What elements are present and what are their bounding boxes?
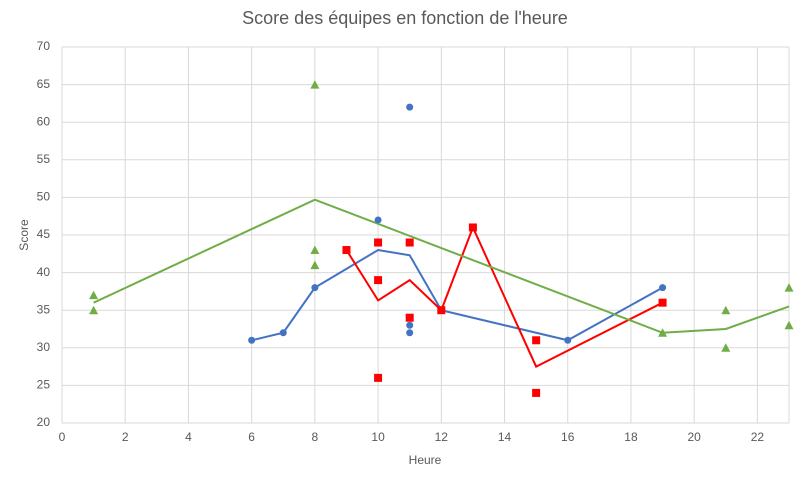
chart-title: Score des équipes en fonction de l'heure (242, 8, 568, 28)
point (279, 329, 287, 337)
point (374, 238, 383, 247)
point (658, 328, 668, 337)
point (784, 320, 794, 330)
y-tick-label: 25 (37, 378, 51, 392)
y-tick-label: 45 (37, 227, 51, 241)
x-axis-label: Heure (409, 453, 442, 467)
point (342, 246, 351, 255)
x-tick-label: 8 (312, 430, 319, 444)
x-tick-label: 14 (498, 430, 512, 444)
trend-line (251, 248, 664, 342)
point (721, 305, 731, 315)
point (406, 321, 414, 329)
x-tick-label: 22 (751, 430, 765, 444)
y-tick-label: 60 (37, 114, 51, 128)
point (248, 336, 256, 344)
x-tick-label: 6 (248, 430, 255, 444)
point (310, 245, 320, 255)
point (659, 284, 667, 292)
point (310, 80, 320, 89)
y-axis-label: Score (17, 219, 31, 251)
point (311, 284, 319, 292)
point (310, 260, 320, 270)
point (374, 216, 382, 224)
x-tick-label: 10 (371, 430, 385, 444)
y-tick-label: 50 (37, 190, 51, 204)
y-tick-label: 70 (37, 39, 51, 53)
x-tick-label: 2 (122, 430, 129, 444)
point (374, 373, 383, 382)
y-tick-label: 35 (37, 302, 51, 316)
point (89, 305, 99, 315)
y-tick-label: 65 (37, 77, 51, 91)
x-tick-label: 0 (59, 430, 66, 444)
point (89, 290, 99, 300)
point (437, 306, 446, 315)
point (721, 343, 731, 352)
point (468, 223, 477, 232)
point (532, 388, 541, 397)
y-tick-label: 40 (37, 265, 51, 279)
point (406, 329, 414, 337)
y-tick-label: 55 (37, 152, 51, 166)
y-tick-label: 30 (37, 340, 51, 354)
x-tick-label: 4 (185, 430, 192, 444)
point (405, 313, 414, 322)
point (406, 103, 414, 111)
x-tick-label: 20 (687, 430, 701, 444)
x-tick-label: 12 (435, 430, 449, 444)
point (658, 298, 667, 307)
point (784, 283, 794, 292)
point (564, 336, 572, 344)
x-tick-label: 16 (561, 430, 575, 444)
y-tick-label: 20 (37, 415, 51, 429)
point (405, 238, 414, 247)
point (374, 276, 383, 285)
x-tick-label: 18 (624, 430, 638, 444)
point (532, 336, 541, 345)
